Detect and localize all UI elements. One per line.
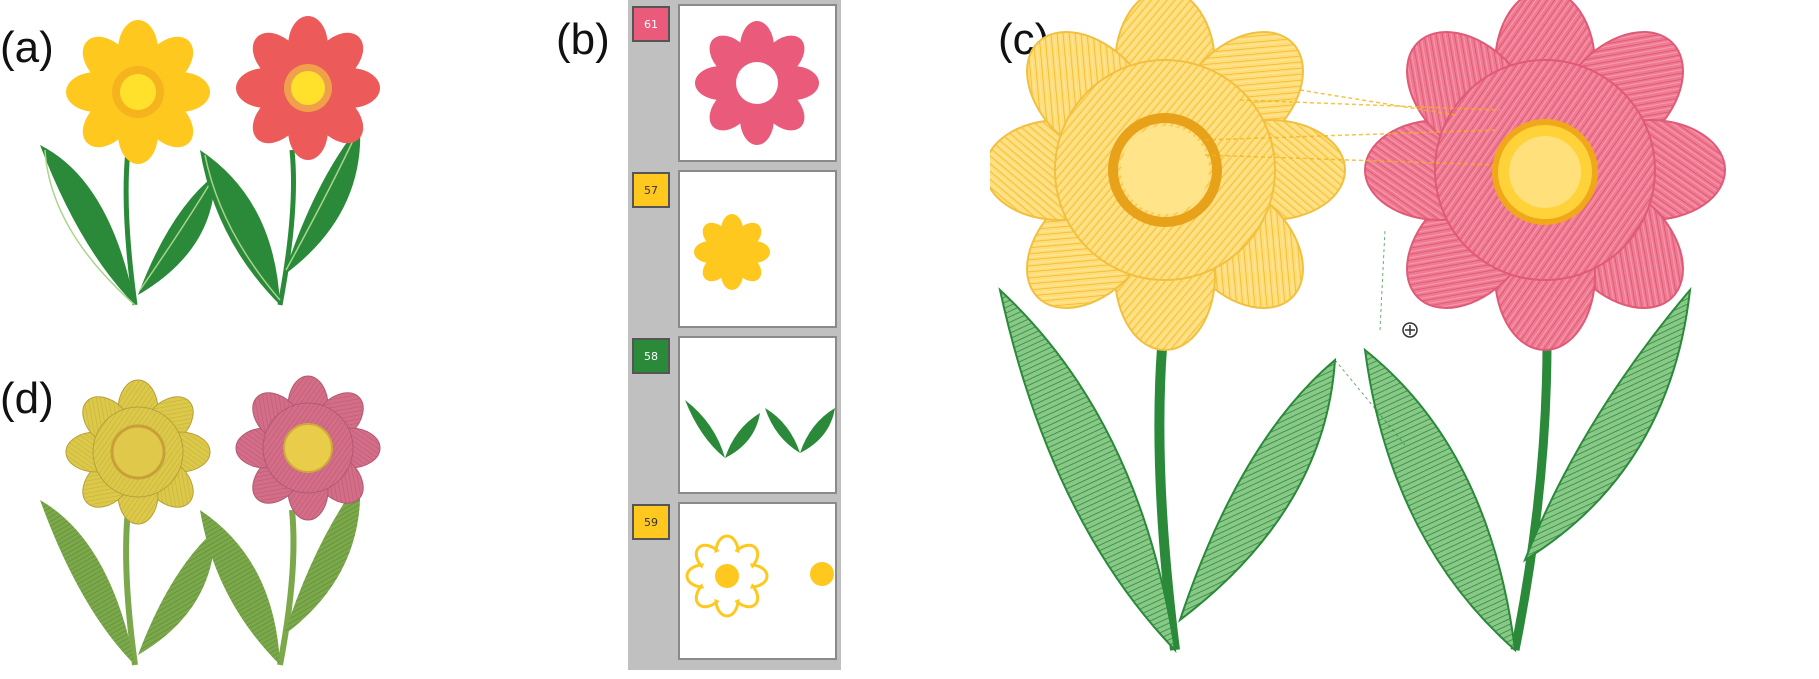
- yellow-flower-left: [40, 20, 215, 306]
- embroidered-flowers-artwork: [40, 375, 381, 666]
- panel-label-b: (b): [556, 15, 610, 64]
- layer-thumbnail[interactable]: [678, 170, 837, 328]
- stitch-pink-flower: [1363, 0, 1726, 653]
- layer-row[interactable]: 59: [628, 498, 841, 660]
- red-flower-right: [200, 16, 380, 306]
- layer-row[interactable]: 61: [628, 0, 841, 162]
- stitch-preview-canvas[interactable]: [990, 0, 1810, 670]
- move-cursor-icon: [1402, 322, 1418, 338]
- layer-color-swatch[interactable]: 58: [632, 338, 670, 374]
- layer-thumbnail[interactable]: [678, 502, 837, 660]
- panel-label-d: (d): [0, 374, 54, 423]
- layer-thumbnail[interactable]: [678, 4, 837, 162]
- layer-row[interactable]: 58: [628, 332, 841, 494]
- vector-flowers-artwork: [40, 16, 380, 306]
- layer-color-swatch[interactable]: 61: [632, 6, 670, 42]
- layer-thumbnail[interactable]: [678, 336, 837, 494]
- embroidered-pink-flower: [200, 375, 381, 666]
- embroidered-yellow-flower: [40, 379, 215, 666]
- color-layer-list[interactable]: 61 57: [628, 0, 841, 670]
- panel-label-a: (a): [0, 23, 54, 72]
- jump-stitch-lines: [1204, 89, 1501, 166]
- layer-color-swatch[interactable]: 59: [632, 504, 670, 540]
- layer-color-swatch[interactable]: 57: [632, 172, 670, 208]
- stitch-yellow-flower: [990, 0, 1346, 653]
- layer-row[interactable]: 57: [628, 166, 841, 328]
